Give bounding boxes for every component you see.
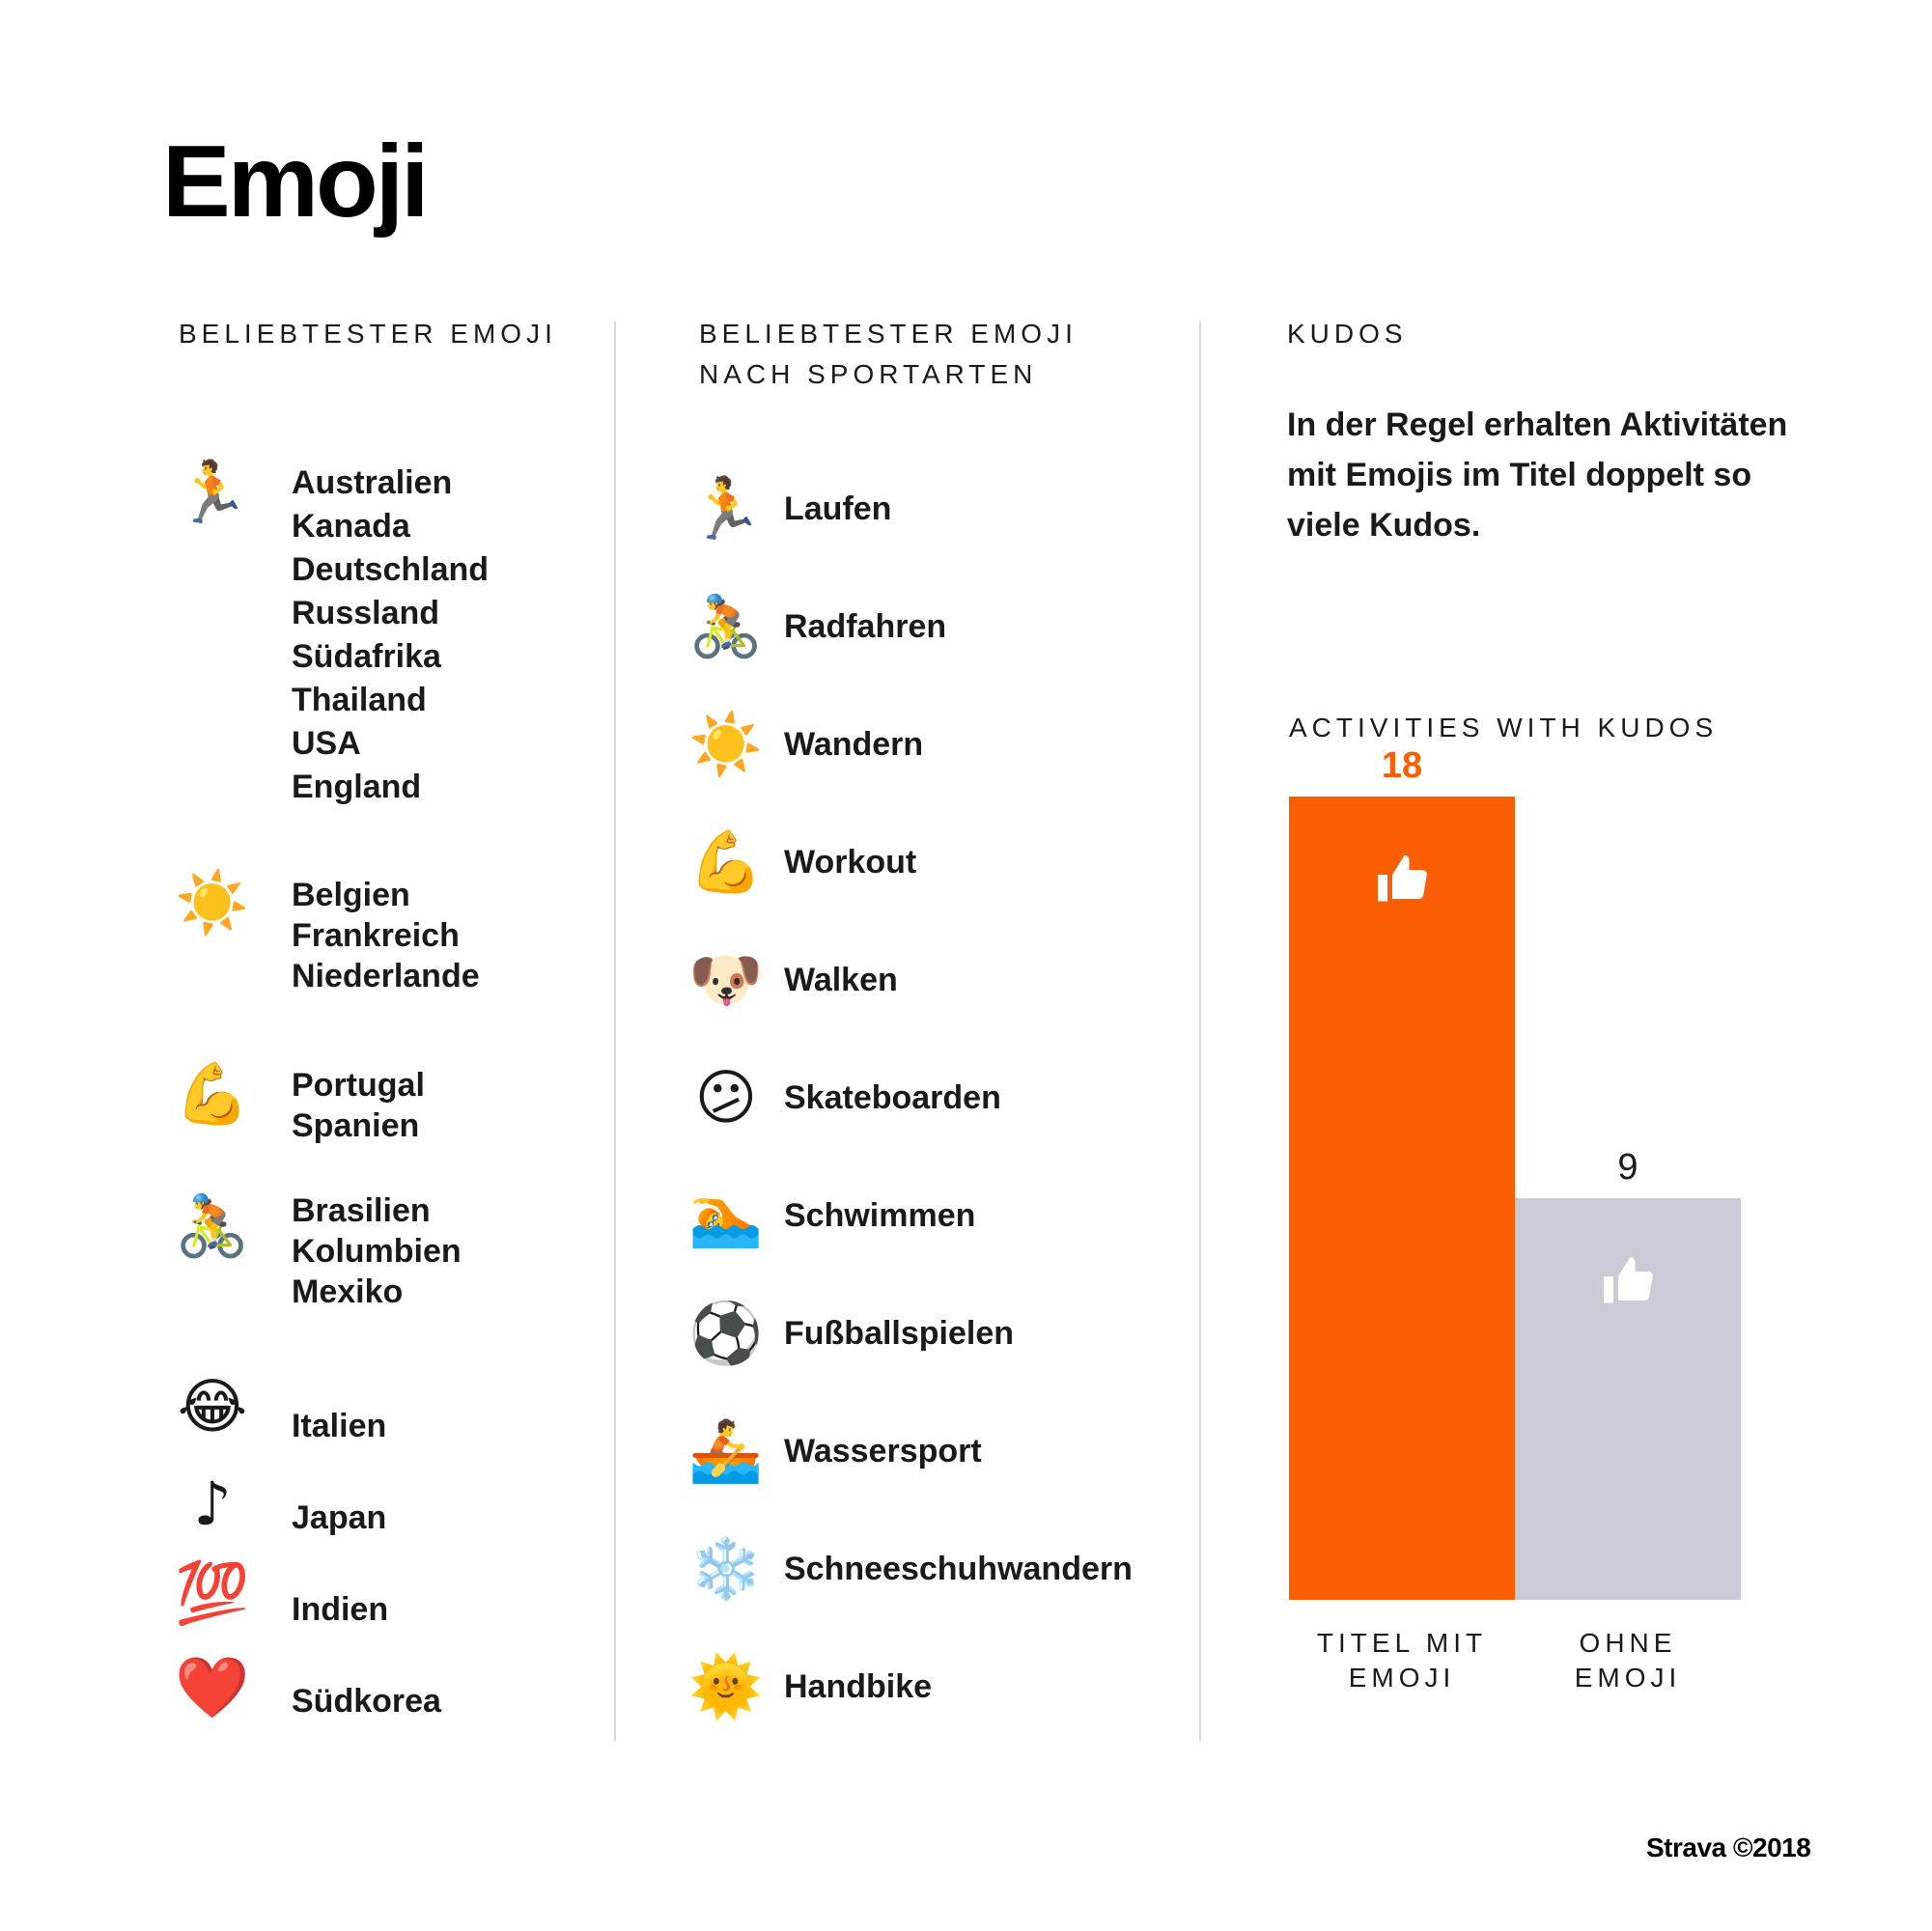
divider-left xyxy=(614,322,616,1741)
flexed-biceps-icon: 💪 xyxy=(688,826,764,897)
cyclist-icon: 🚴 xyxy=(688,591,764,661)
country-label: Portugal xyxy=(292,1067,425,1104)
category-label: EMOJI xyxy=(1349,1663,1456,1693)
sport-label: Laufen xyxy=(784,490,892,527)
col2-header-line1: BELIEBTESTER EMOJI xyxy=(699,319,1078,349)
col3-header: KUDOS xyxy=(1287,319,1408,349)
country-label: Kolumbien xyxy=(292,1233,462,1270)
hundred-points-icon: 💯 xyxy=(175,1557,250,1628)
country-label: Niederlande xyxy=(292,958,480,994)
country-label: USA xyxy=(292,725,361,762)
country-group-biceps: Portugal Spanien xyxy=(292,1065,425,1146)
country-label: Südkorea xyxy=(292,1683,441,1720)
country-group-cyclist: Brasilien Kolumbien Mexiko xyxy=(292,1190,462,1312)
runner-icon: 🏃 xyxy=(175,457,250,527)
country-label: Spanien xyxy=(292,1107,420,1144)
runner-icon: 🏃 xyxy=(688,473,764,544)
red-heart-icon: ❤️ xyxy=(175,1652,250,1722)
tears-of-joy-icon: 😂 xyxy=(177,1371,248,1441)
col2-header-line2: NACH SPORTARTEN xyxy=(699,359,1038,389)
bar-value-label: 9 xyxy=(1617,1147,1638,1188)
country-label: Russland xyxy=(292,595,440,631)
country-label: Japan xyxy=(292,1499,387,1536)
chart-title: ACTIVITIES WITH KUDOS xyxy=(1289,713,1718,742)
country-label: Frankreich xyxy=(292,917,460,954)
country-group-hundred: Indien xyxy=(292,1588,388,1632)
country-label: Brasilien xyxy=(292,1192,431,1229)
category-label: EMOJI xyxy=(1575,1663,1682,1693)
sport-label: Workout xyxy=(784,844,917,881)
sport-label: Skateboarden xyxy=(784,1079,1001,1116)
country-label: Kanada xyxy=(292,508,410,545)
col1-header: BELIEBTESTER EMOJI xyxy=(179,319,557,349)
sport-label: Handbike xyxy=(784,1668,933,1705)
sport-label: Wassersport xyxy=(784,1433,982,1469)
flexed-biceps-icon: 💪 xyxy=(175,1058,250,1129)
confused-face-icon: 😕 xyxy=(694,1062,758,1133)
sport-label: Schneeschuhwandern xyxy=(784,1551,1133,1587)
divider-right xyxy=(1199,322,1201,1741)
country-label: Italien xyxy=(292,1408,387,1444)
country-group-joy: Italien xyxy=(292,1405,386,1448)
dog-face-icon: 🐶 xyxy=(688,944,764,1015)
country-label: Deutschland xyxy=(292,551,490,588)
sport-label: Wandern xyxy=(784,726,924,763)
soccer-ball-icon: ⚽ xyxy=(688,1298,764,1368)
country-label: Belgien xyxy=(292,877,410,913)
thumbs-up-icon xyxy=(1378,855,1427,902)
kudos-description: In der Regel erhalten Aktivitäten mit Em… xyxy=(1287,406,1788,544)
sport-label: Walken xyxy=(784,962,898,998)
country-label: Mexiko xyxy=(292,1273,404,1310)
country-group-runner: Australien Kanada Deutschland Russland S… xyxy=(292,462,489,809)
bar xyxy=(1515,1198,1741,1600)
cyclist-icon: 🚴 xyxy=(175,1190,250,1261)
sun-with-face-icon: 🌞 xyxy=(688,1651,764,1721)
category-label: TITEL MIT xyxy=(1317,1628,1487,1658)
category-label: OHNE xyxy=(1580,1628,1677,1658)
country-label: Indien xyxy=(292,1591,389,1628)
bar-value-label: 18 xyxy=(1382,745,1422,786)
sport-label: Fußballspielen xyxy=(784,1315,1015,1352)
rowboat-icon: 🚣 xyxy=(688,1415,764,1486)
bar xyxy=(1289,797,1515,1600)
sun-icon: ☀️ xyxy=(688,709,764,779)
country-label: Australien xyxy=(292,464,453,501)
page-title: Emoji xyxy=(162,125,430,238)
country-label: Thailand xyxy=(292,682,427,718)
sport-label: Radfahren xyxy=(784,608,947,645)
country-label: Südafrika xyxy=(292,638,441,675)
musical-note-icon: ♪ xyxy=(193,1469,232,1539)
country-group-note: Japan xyxy=(292,1497,386,1540)
swimmer-icon: 🏊 xyxy=(688,1180,764,1250)
snowflake-icon: ❄️ xyxy=(688,1533,764,1604)
sun-icon: ☀️ xyxy=(175,867,250,938)
thumbs-up-icon xyxy=(1604,1257,1653,1303)
country-group-sun: Belgien Frankreich Niederlande xyxy=(292,875,480,996)
sport-label: Schwimmen xyxy=(784,1197,976,1234)
country-label: England xyxy=(292,769,422,805)
country-group-heart: Südkorea xyxy=(292,1680,441,1723)
kudos-chart: ACTIVITIES WITH KUDOS 18 TITEL MIT EMOJI 9 OH… xyxy=(1289,713,1741,1693)
col2-header: BELIEBTESTER EMOJI NACH SPORTARTEN xyxy=(699,314,1078,395)
footer-credit: Strava ©2018 xyxy=(1646,1833,1811,1862)
